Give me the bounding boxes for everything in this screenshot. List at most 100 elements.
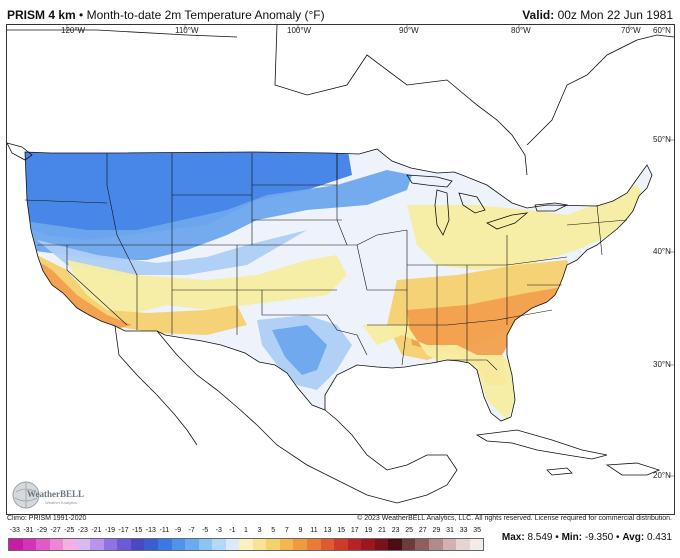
stats-sep-1: • <box>555 532 559 543</box>
map-panel: 120°W 110°W 100°W 90°W 80°W 70°W 60°N 50… <box>6 24 675 515</box>
lon-label-110w: 110°W <box>175 26 199 35</box>
colorbar-tick-label: -23 <box>77 527 88 534</box>
colorbar-tick-label: -15 <box>132 527 143 534</box>
logo-globe-icon <box>12 481 40 509</box>
state-border-26 <box>447 359 498 371</box>
colorbar-tick-label: -5 <box>202 527 209 534</box>
colorbar-swatches <box>8 538 484 551</box>
colorbar-swatch <box>415 539 429 550</box>
colorbar-swatch <box>388 539 402 550</box>
colorbar-tick-label: 23 <box>391 527 400 534</box>
colorbar-tick-label: 33 <box>459 527 468 534</box>
colorbar-tick-label: 27 <box>418 527 427 534</box>
colorbar-tick-label: -7 <box>188 527 195 534</box>
state-border-2 <box>24 199 108 204</box>
colorbar-tick-label: -1 <box>229 527 236 534</box>
state-border-4 <box>66 245 128 326</box>
colorbar-swatch <box>212 539 226 550</box>
header: PRISM 4 km • Month-to-date 2m Temperatur… <box>0 0 680 24</box>
colorbar-swatch <box>307 539 321 550</box>
max-value: 8.549 <box>527 532 553 543</box>
lat-label-50n: 50°N <box>653 135 671 144</box>
colorbar-swatch <box>198 539 213 550</box>
colorbar-tick-label: -9 <box>174 527 182 534</box>
state-border-24 <box>566 219 628 226</box>
colorbar-tick-label: 3 <box>257 527 262 534</box>
colorbar-swatch <box>239 539 253 550</box>
colorbar-swatch <box>401 539 416 550</box>
lon-label-120w: 120°W <box>61 26 86 35</box>
colorbar-swatch <box>456 539 470 550</box>
climo-note: Climo: PRISM 1991-2020 <box>7 515 87 522</box>
anomaly-cold-light-north <box>37 230 307 275</box>
colorbar-swatch <box>158 539 172 550</box>
colorbar-labels: -33 -31 -29 -27 -25 -23 -21 -19 -17 -15 -13 -11 -9 -7… <box>8 527 484 537</box>
state-border-15 <box>356 229 408 246</box>
graticule-ticks <box>66 25 674 477</box>
colorbar-tick-label: -29 <box>36 527 48 534</box>
colorbar-swatch <box>49 539 64 550</box>
colorbar-swatch <box>442 539 457 550</box>
title-separator: • <box>79 8 84 22</box>
anomaly-warm-strong-southeast <box>407 287 562 385</box>
colorbar-tick-label: 31 <box>446 527 454 534</box>
colorbar-swatch <box>279 539 294 550</box>
colorbar-swatch <box>374 539 389 550</box>
anomaly-warm-strong-california <box>29 255 132 330</box>
colorbar-tick-label: 13 <box>323 527 332 534</box>
valid-time: Valid: 00z Mon 22 Jun 1981 <box>522 8 673 22</box>
anomaly-warm-light-gulf <box>362 325 515 420</box>
colorbar-tick-label: 25 <box>405 527 414 534</box>
state-border-13 <box>261 290 368 356</box>
colorbar-tick-label: 21 <box>378 527 386 534</box>
jamaica-outline <box>546 467 573 476</box>
colorbar-swatch <box>185 539 199 550</box>
state-border-18 <box>367 309 553 326</box>
logo-text: WeatherBELL <box>27 489 85 499</box>
colorbar-swatch <box>130 539 145 550</box>
lat-label-20n: 20°N <box>653 471 671 480</box>
lon-label-100w: 100°W <box>287 26 312 35</box>
hispaniola-outline <box>605 462 661 476</box>
avg-value: 0.431 <box>646 532 672 543</box>
colorbar-tick-label: 11 <box>310 527 318 534</box>
state-borders <box>24 153 628 371</box>
colorbar-swatch <box>252 539 267 550</box>
state-border-25 <box>596 204 603 256</box>
map-canvas <box>7 25 674 514</box>
colorbar-swatch <box>266 539 280 550</box>
state-border-1 <box>106 153 138 330</box>
colorbar-tick-label: -25 <box>64 527 75 534</box>
colorbar-tick-label: -21 <box>91 527 102 534</box>
colorbar-swatch <box>225 539 240 550</box>
colorbar-tick-label: 19 <box>364 527 373 534</box>
min-value: -9.350 <box>584 532 614 543</box>
lake-michigan <box>434 189 450 236</box>
colorbar-tick-label: 5 <box>271 527 276 534</box>
colorbar-swatch <box>347 539 362 550</box>
lake-ontario <box>534 202 569 212</box>
baja-outline <box>114 325 198 446</box>
colorbar-tick-label: -19 <box>104 527 116 534</box>
canada-east-outline <box>526 34 674 146</box>
colorbar-swatch <box>22 539 37 550</box>
field-stats: Max: 8.549 • Min: -9.350 • Avg: 0.431 <box>502 532 672 543</box>
lon-label-90w: 90°W <box>399 26 419 35</box>
lon-label-70w: 70°W <box>621 26 641 35</box>
anomaly-cold-mid <box>25 170 412 260</box>
lake-superior <box>406 174 453 188</box>
colorbar-tick-label: -31 <box>23 527 34 534</box>
colorbar-swatch <box>171 539 186 550</box>
colorbar-tick-label: 17 <box>350 527 359 534</box>
copyright-note: © 2023 WeatherBELL Analytics, LLC. All r… <box>357 515 672 522</box>
colorbar-tick-label: 15 <box>337 527 346 534</box>
valid-value: 00z Mon 22 Jun 1981 <box>557 8 673 22</box>
anomaly-cold-mid-texas <box>272 325 327 375</box>
canada-north-outline <box>7 29 238 38</box>
colorbar: -33 -31 -29 -27 -25 -23 -21 -19 -17 -15 -13 -11 -9 -7… <box>8 527 484 551</box>
colorbar-tick-label: 29 <box>432 527 441 534</box>
colorbar-tick-label: -17 <box>118 527 129 534</box>
lat-label-40n: 40°N <box>653 247 671 256</box>
conus-outline <box>24 148 653 422</box>
colorbar-tick-label: -27 <box>50 527 61 534</box>
